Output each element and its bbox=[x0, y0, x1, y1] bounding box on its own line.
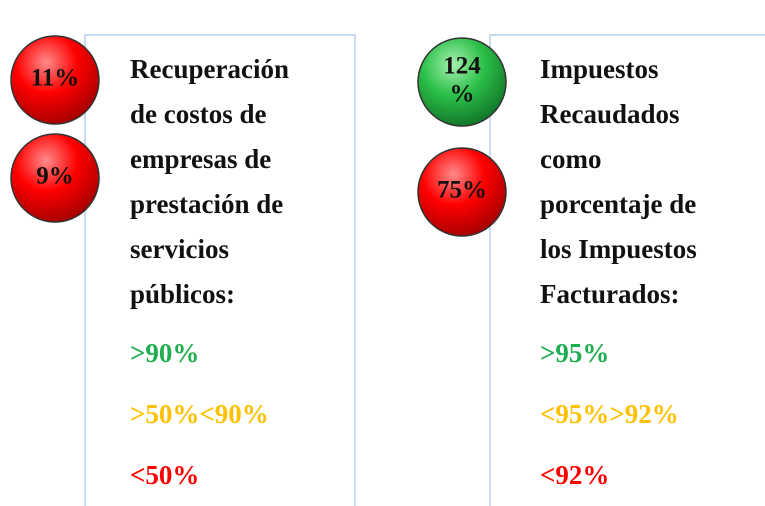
indicator-title: porcentaje de bbox=[540, 189, 696, 219]
frame bbox=[84, 34, 765, 506]
indicator-value: % bbox=[450, 81, 475, 108]
threshold: <92% bbox=[540, 460, 609, 490]
panel-border bbox=[489, 34, 765, 506]
threshold: <50% bbox=[130, 460, 199, 490]
indicator-value: 75% bbox=[437, 177, 487, 204]
status-light bbox=[417, 147, 507, 237]
panel-border bbox=[84, 34, 356, 506]
threshold: <95%>92% bbox=[540, 399, 679, 429]
indicator-title: Facturados: bbox=[540, 279, 679, 309]
threshold: >50%<90% bbox=[130, 399, 269, 429]
status-light bbox=[417, 37, 507, 127]
indicator-title: Recuperación bbox=[130, 54, 289, 84]
indicator-title: empresas de bbox=[130, 144, 271, 174]
indicator-title: públicos: bbox=[130, 279, 235, 309]
indicator-value: 11% bbox=[31, 65, 80, 92]
status-light bbox=[10, 35, 100, 125]
threshold: >95% bbox=[540, 338, 609, 368]
indicator-title: servicios bbox=[130, 234, 229, 264]
indicator-title: de costos de bbox=[130, 99, 267, 129]
indicator-title: los Impuestos bbox=[540, 234, 697, 264]
indicator-title: prestación de bbox=[130, 189, 283, 219]
indicator-title: Recaudados bbox=[540, 99, 680, 129]
indicator-title: Impuestos bbox=[540, 54, 659, 84]
indicator-value: 9% bbox=[36, 163, 74, 190]
status-light bbox=[10, 133, 100, 223]
indicator-title: como bbox=[540, 144, 601, 174]
indicator-value: 124 bbox=[443, 53, 481, 80]
threshold: >90% bbox=[130, 338, 199, 368]
